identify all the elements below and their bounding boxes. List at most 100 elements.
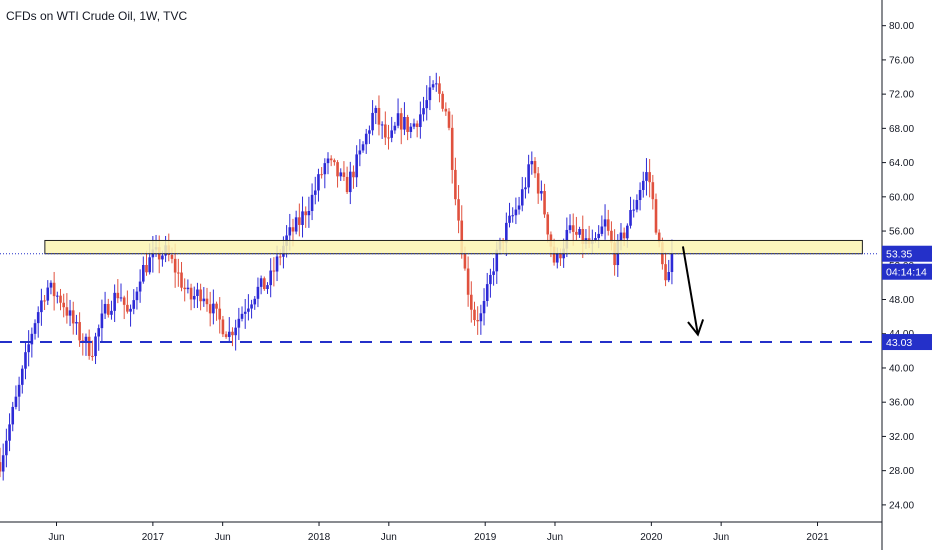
candle-body (14, 396, 18, 407)
candle-body (399, 113, 403, 130)
time-tick-label: Jun (713, 532, 729, 543)
candle-body (406, 116, 409, 132)
candle-body (635, 200, 639, 210)
candle-body (358, 150, 362, 155)
candle-body (600, 226, 604, 234)
candle-body (368, 130, 371, 134)
candle-body (514, 209, 518, 216)
candle-body (622, 232, 626, 239)
time-tick-label: 2019 (474, 532, 497, 543)
candle-body (56, 295, 59, 297)
last-price-badge-bg (882, 245, 932, 262)
support-price-badge-bg (882, 334, 932, 351)
down-arrow-shaft (681, 246, 699, 335)
candle-body (444, 108, 448, 112)
overlay-layer (0, 239, 879, 344)
candle-body (253, 298, 257, 305)
candle-body (145, 265, 148, 273)
candle-body (533, 161, 537, 174)
candle-body (412, 123, 416, 127)
candle-body (129, 308, 132, 312)
candle-body (422, 108, 425, 115)
candle-body (667, 271, 671, 281)
candle-body (122, 297, 126, 305)
candle-body (24, 352, 27, 369)
candle-body (333, 160, 336, 163)
candle-body (632, 209, 636, 211)
price-tick-label: 64.00 (889, 158, 914, 169)
candle-body (46, 287, 50, 301)
candle-body (87, 336, 91, 356)
candle-body (75, 322, 78, 324)
candle-body (530, 161, 534, 165)
candle-body (568, 225, 572, 230)
price-tick-label: 24.00 (889, 500, 914, 511)
candle-body (393, 125, 397, 131)
candle-body (291, 227, 295, 232)
candle-body (68, 310, 72, 316)
candle-body (345, 176, 349, 193)
candle-body (84, 336, 88, 343)
candle-body (374, 107, 378, 113)
candle-body (355, 154, 358, 178)
candle-body (180, 272, 183, 288)
candle-body (218, 308, 222, 320)
time-tick-label: 2021 (806, 532, 829, 543)
candle-body (199, 289, 202, 302)
candle-body (377, 107, 381, 125)
time-tick-label: Jun (48, 532, 64, 543)
candle-body (135, 291, 139, 301)
candle-body (126, 304, 129, 312)
candle-body (148, 257, 151, 273)
candle-body (457, 199, 460, 221)
candle-body (555, 252, 559, 263)
chart-title: CFDs on WTI Crude Oil, 1W, TVC (6, 9, 188, 23)
candle-body (97, 328, 101, 337)
candle-body (409, 126, 413, 132)
candle-body (654, 199, 658, 233)
price-tick-label: 36.00 (889, 398, 914, 409)
candle-body (8, 424, 11, 441)
candle-body (470, 294, 473, 310)
candle-body (33, 323, 37, 334)
candle-body (664, 264, 667, 281)
candle-body (247, 308, 250, 312)
candle-body (543, 191, 546, 215)
candle-body (434, 83, 438, 85)
candle-body (603, 219, 607, 227)
candle-body (1, 455, 5, 472)
candle-body (565, 229, 569, 249)
candle-body (419, 114, 422, 128)
candle-body (65, 307, 69, 316)
price-tick-label: 80.00 (889, 21, 914, 32)
candle-body (243, 311, 247, 314)
candle-body (466, 268, 470, 295)
candle-body (540, 191, 543, 194)
candle-body (648, 172, 651, 183)
candle-body (119, 297, 123, 299)
candle-body (307, 211, 311, 216)
candle-body (208, 304, 212, 314)
time-tick-label: Jun (381, 532, 397, 543)
price-tick-label: 76.00 (889, 55, 914, 66)
candle-body (463, 254, 467, 269)
candle-body (275, 256, 279, 272)
candle-body (336, 162, 339, 177)
candle-body (594, 238, 597, 241)
candle-body (552, 246, 556, 263)
candle-body (670, 253, 674, 272)
candle-body (263, 278, 266, 290)
candle-body (626, 225, 629, 239)
candle-body (103, 303, 107, 314)
candle-body (571, 225, 575, 232)
candle-body (27, 344, 30, 353)
price-tick-label: 56.00 (889, 227, 914, 238)
candle-body (94, 336, 97, 357)
candle-body (581, 229, 585, 244)
candle-body (520, 189, 524, 206)
candle-body (11, 406, 15, 425)
candle-body (559, 252, 562, 259)
price-tick-label: 68.00 (889, 124, 914, 135)
candle-body (231, 331, 234, 336)
